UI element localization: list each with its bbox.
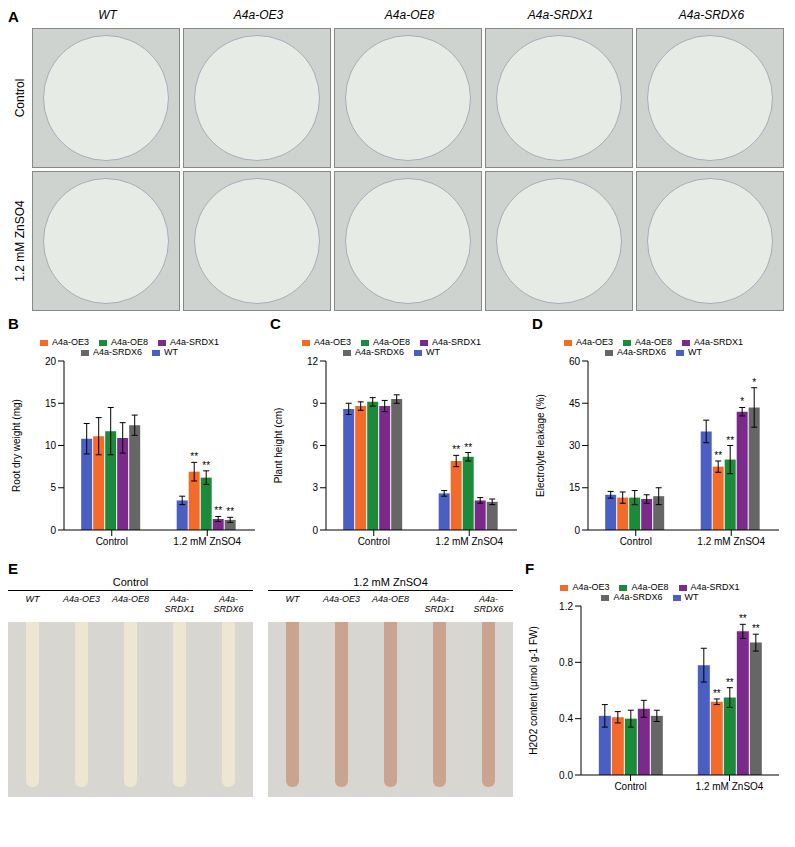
html-text:A4a-SRDX1: A4a-SRDX1 <box>527 8 594 22</box>
svg-text:**: ** <box>739 613 747 624</box>
svg-text:**: ** <box>214 505 222 516</box>
html-text:A4a-SRDX6: A4a-SRDX6 <box>93 347 142 357</box>
svg-text:Root dry weight (mg): Root dry weight (mg) <box>11 399 22 492</box>
html-text:A4a-OE8: A4a-OE8 <box>111 337 148 347</box>
svg-text:0: 0 <box>574 525 580 536</box>
html-text:A4a-SRDX6: A4a-SRDX6 <box>617 347 666 357</box>
html-text:A4a-SRDX6: A4a-SRDX6 <box>613 592 663 602</box>
html-text:WT: WT <box>164 347 178 357</box>
svg-text:1.2: 1.2 <box>559 601 573 612</box>
html-text:Control: Control <box>13 78 27 118</box>
html-text:A4a-SRDX6: A4a-SRDX6 <box>473 594 504 614</box>
html-text:A4a-OE3: A4a-OE3 <box>233 8 284 22</box>
svg-text:H2O2 content (μmol g-1 FW): H2O2 content (μmol g-1 FW) <box>528 626 539 755</box>
svg-text:9: 9 <box>312 398 318 409</box>
svg-text:**: ** <box>226 506 234 517</box>
html-text:WT: WT <box>688 347 702 357</box>
html-text:A4a-OE3: A4a-OE3 <box>323 594 360 604</box>
html-text:B: B <box>8 315 19 332</box>
svg-text:Plant height (cm): Plant height (cm) <box>273 408 284 484</box>
svg-text:0: 0 <box>50 525 56 536</box>
html-text:A4a-SRDX6: A4a-SRDX6 <box>355 347 404 357</box>
html-text:A4a-SRDX1: A4a-SRDX1 <box>432 337 481 347</box>
html-text:A4a-OE8: A4a-OE8 <box>635 337 672 347</box>
html-text:A4a-SRDX6: A4a-SRDX6 <box>213 594 244 614</box>
html-text:C: C <box>270 315 281 332</box>
html-text:A4a-SRDX1: A4a-SRDX1 <box>164 594 195 614</box>
svg-text:*: * <box>752 377 756 388</box>
svg-text:20: 20 <box>45 356 57 367</box>
html-text:A4a-OE3: A4a-OE3 <box>572 582 610 592</box>
html-text:E: E <box>8 560 18 577</box>
svg-text:Control: Control <box>96 536 128 547</box>
svg-text:**: ** <box>452 444 460 455</box>
html-text:A4a-OE3: A4a-OE3 <box>63 594 100 604</box>
svg-text:0: 0 <box>312 525 318 536</box>
svg-text:Control: Control <box>620 536 652 547</box>
svg-text:12: 12 <box>307 356 319 367</box>
html-text:A4a-SRDX1: A4a-SRDX1 <box>690 582 740 592</box>
html-text:A4a-OE3: A4a-OE3 <box>576 337 613 347</box>
svg-text:3: 3 <box>312 482 318 493</box>
html-text:A4a-OE8: A4a-OE8 <box>112 594 149 604</box>
html-text:A: A <box>8 8 19 25</box>
html-text:WT: WT <box>98 8 117 22</box>
svg-text:1.2 mM ZnSO4: 1.2 mM ZnSO4 <box>173 536 241 547</box>
svg-text:10: 10 <box>45 440 57 451</box>
html-text:A4a-OE8: A4a-OE8 <box>631 582 669 592</box>
html-text:WT: WT <box>285 594 300 604</box>
svg-text:**: ** <box>726 677 734 688</box>
svg-text:1.2 mM ZnSO4: 1.2 mM ZnSO4 <box>435 536 503 547</box>
html-text:WT: WT <box>25 594 40 604</box>
html-text:WT: WT <box>684 592 699 602</box>
svg-text:5: 5 <box>50 482 56 493</box>
svg-text:0.0: 0.0 <box>559 770 573 781</box>
html-text:A4a-OE8: A4a-OE8 <box>384 8 435 22</box>
svg-text:**: ** <box>714 450 722 461</box>
svg-text:Electrolyte leakage (%): Electrolyte leakage (%) <box>535 394 546 497</box>
svg-text:Control: Control <box>358 536 390 547</box>
html-text:F: F <box>525 560 535 577</box>
svg-text:**: ** <box>726 435 734 446</box>
html-text:A4a-SRDX1: A4a-SRDX1 <box>694 337 743 347</box>
html-text:Control: Control <box>112 576 149 588</box>
html-text:WT: WT <box>426 347 440 357</box>
svg-text:**: ** <box>752 623 760 634</box>
svg-text:1.2 mM ZnSO4: 1.2 mM ZnSO4 <box>697 536 765 547</box>
html-text:A4a-OE3: A4a-OE3 <box>52 337 89 347</box>
svg-text:6: 6 <box>312 440 318 451</box>
svg-text:0.8: 0.8 <box>559 657 573 668</box>
html-text:1.2 mM ZnSO4: 1.2 mM ZnSO4 <box>353 576 428 588</box>
svg-text:15: 15 <box>569 482 581 493</box>
svg-text:**: ** <box>202 460 210 471</box>
svg-text:15: 15 <box>45 398 57 409</box>
svg-text:45: 45 <box>569 398 581 409</box>
svg-text:1.2 mM ZnSO4: 1.2 mM ZnSO4 <box>696 781 764 792</box>
svg-text:0.4: 0.4 <box>559 713 573 724</box>
svg-text:Control: Control <box>614 781 646 792</box>
svg-text:**: ** <box>464 442 472 453</box>
html-text:A4a-OE8: A4a-OE8 <box>372 594 409 604</box>
html-text:A4a-SRDX6: A4a-SRDX6 <box>678 8 745 22</box>
svg-text:30: 30 <box>569 440 581 451</box>
html-text:A4a-OE3: A4a-OE3 <box>314 337 351 347</box>
html-text:A4a-OE8: A4a-OE8 <box>373 337 410 347</box>
html-text:1.2 mM ZnSO4: 1.2 mM ZnSO4 <box>13 200 27 282</box>
html-text:D: D <box>532 315 543 332</box>
svg-text:60: 60 <box>569 356 581 367</box>
html-text:A4a-SRDX1: A4a-SRDX1 <box>424 594 455 614</box>
svg-text:**: ** <box>713 688 721 699</box>
svg-text:*: * <box>740 396 744 407</box>
svg-text:**: ** <box>190 451 198 462</box>
html-text:A4a-SRDX1: A4a-SRDX1 <box>170 337 219 347</box>
